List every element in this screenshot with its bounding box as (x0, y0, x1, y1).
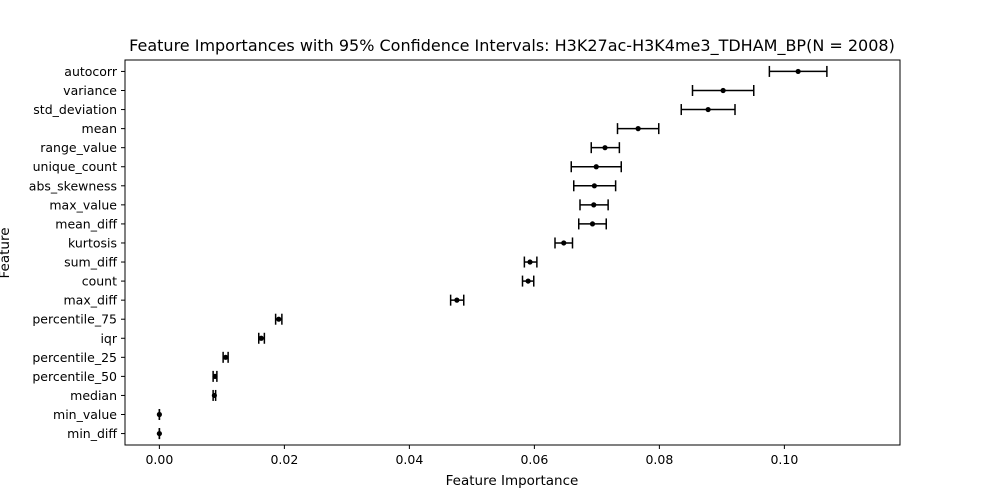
data-point (156, 430, 162, 437)
x-tick-label: 0.06 (520, 452, 548, 467)
y-tick-label: min_diff (67, 426, 117, 441)
data-point (454, 297, 460, 303)
plot-area (156, 65, 828, 440)
y-tick-label: abs_skewness (29, 178, 117, 193)
data-point (591, 183, 597, 189)
y-tick-label: sum_diff (64, 255, 117, 270)
data-point (156, 411, 162, 418)
y-tick-label: unique_count (33, 159, 117, 174)
y-tick-label: percentile_50 (32, 369, 117, 384)
data-point (795, 68, 801, 75)
y-tick-label: max_diff (63, 293, 117, 308)
x-tick-label: 0.00 (145, 452, 173, 467)
y-tick-label: std_deviation (33, 102, 117, 117)
y-axis-label: Feature (0, 227, 13, 278)
x-axis: 0.00 0.02 0.04 0.06 0.08 0.10 (145, 445, 798, 467)
data-point (525, 278, 531, 284)
y-tick-label: percentile_75 (32, 312, 117, 327)
data-point (635, 126, 641, 132)
y-tick-label: autocorr (64, 64, 118, 79)
data-point (720, 87, 726, 94)
y-tick-label: percentile_25 (32, 350, 117, 365)
data-point (602, 145, 608, 151)
x-axis-label: Feature Importance (446, 473, 579, 489)
chart-title: Feature Importances with 95% Confidence … (129, 36, 895, 56)
data-point (589, 221, 596, 227)
y-tick-label: median (70, 388, 117, 403)
y-tick-label: count (82, 274, 117, 289)
data-point (591, 202, 597, 208)
x-tick-label: 0.08 (645, 452, 673, 467)
data-point (276, 316, 282, 322)
x-tick-label: 0.04 (395, 452, 423, 467)
y-tick-label: iqr (100, 331, 117, 346)
data-point (593, 164, 599, 170)
data-point (211, 392, 217, 399)
data-point (212, 373, 218, 379)
y-tick-label: mean_diff (55, 216, 117, 231)
y-tick-label: range_value (40, 140, 117, 155)
y-tick-label: max_value (49, 197, 117, 212)
data-point (561, 240, 567, 246)
data-point (527, 259, 533, 265)
plot-frame (124, 59, 901, 446)
data-point (705, 106, 711, 113)
x-tick-label: 0.02 (270, 452, 298, 467)
data-point (258, 335, 264, 341)
y-tick-label: min_value (53, 407, 117, 422)
y-tick-label: kurtosis (68, 235, 117, 250)
y-tick-label: variance (63, 83, 117, 98)
y-tick-label: mean (82, 121, 117, 136)
x-tick-label: 0.10 (770, 452, 798, 467)
data-point (223, 354, 229, 360)
